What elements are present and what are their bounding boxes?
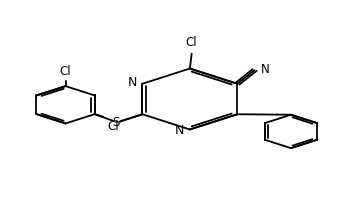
Text: S: S: [113, 116, 120, 129]
Text: N: N: [128, 76, 137, 89]
Text: Cl: Cl: [60, 65, 71, 78]
Text: N: N: [175, 124, 185, 137]
Text: N: N: [261, 63, 270, 76]
Text: Cl: Cl: [186, 36, 197, 49]
Text: Cl: Cl: [107, 120, 119, 133]
